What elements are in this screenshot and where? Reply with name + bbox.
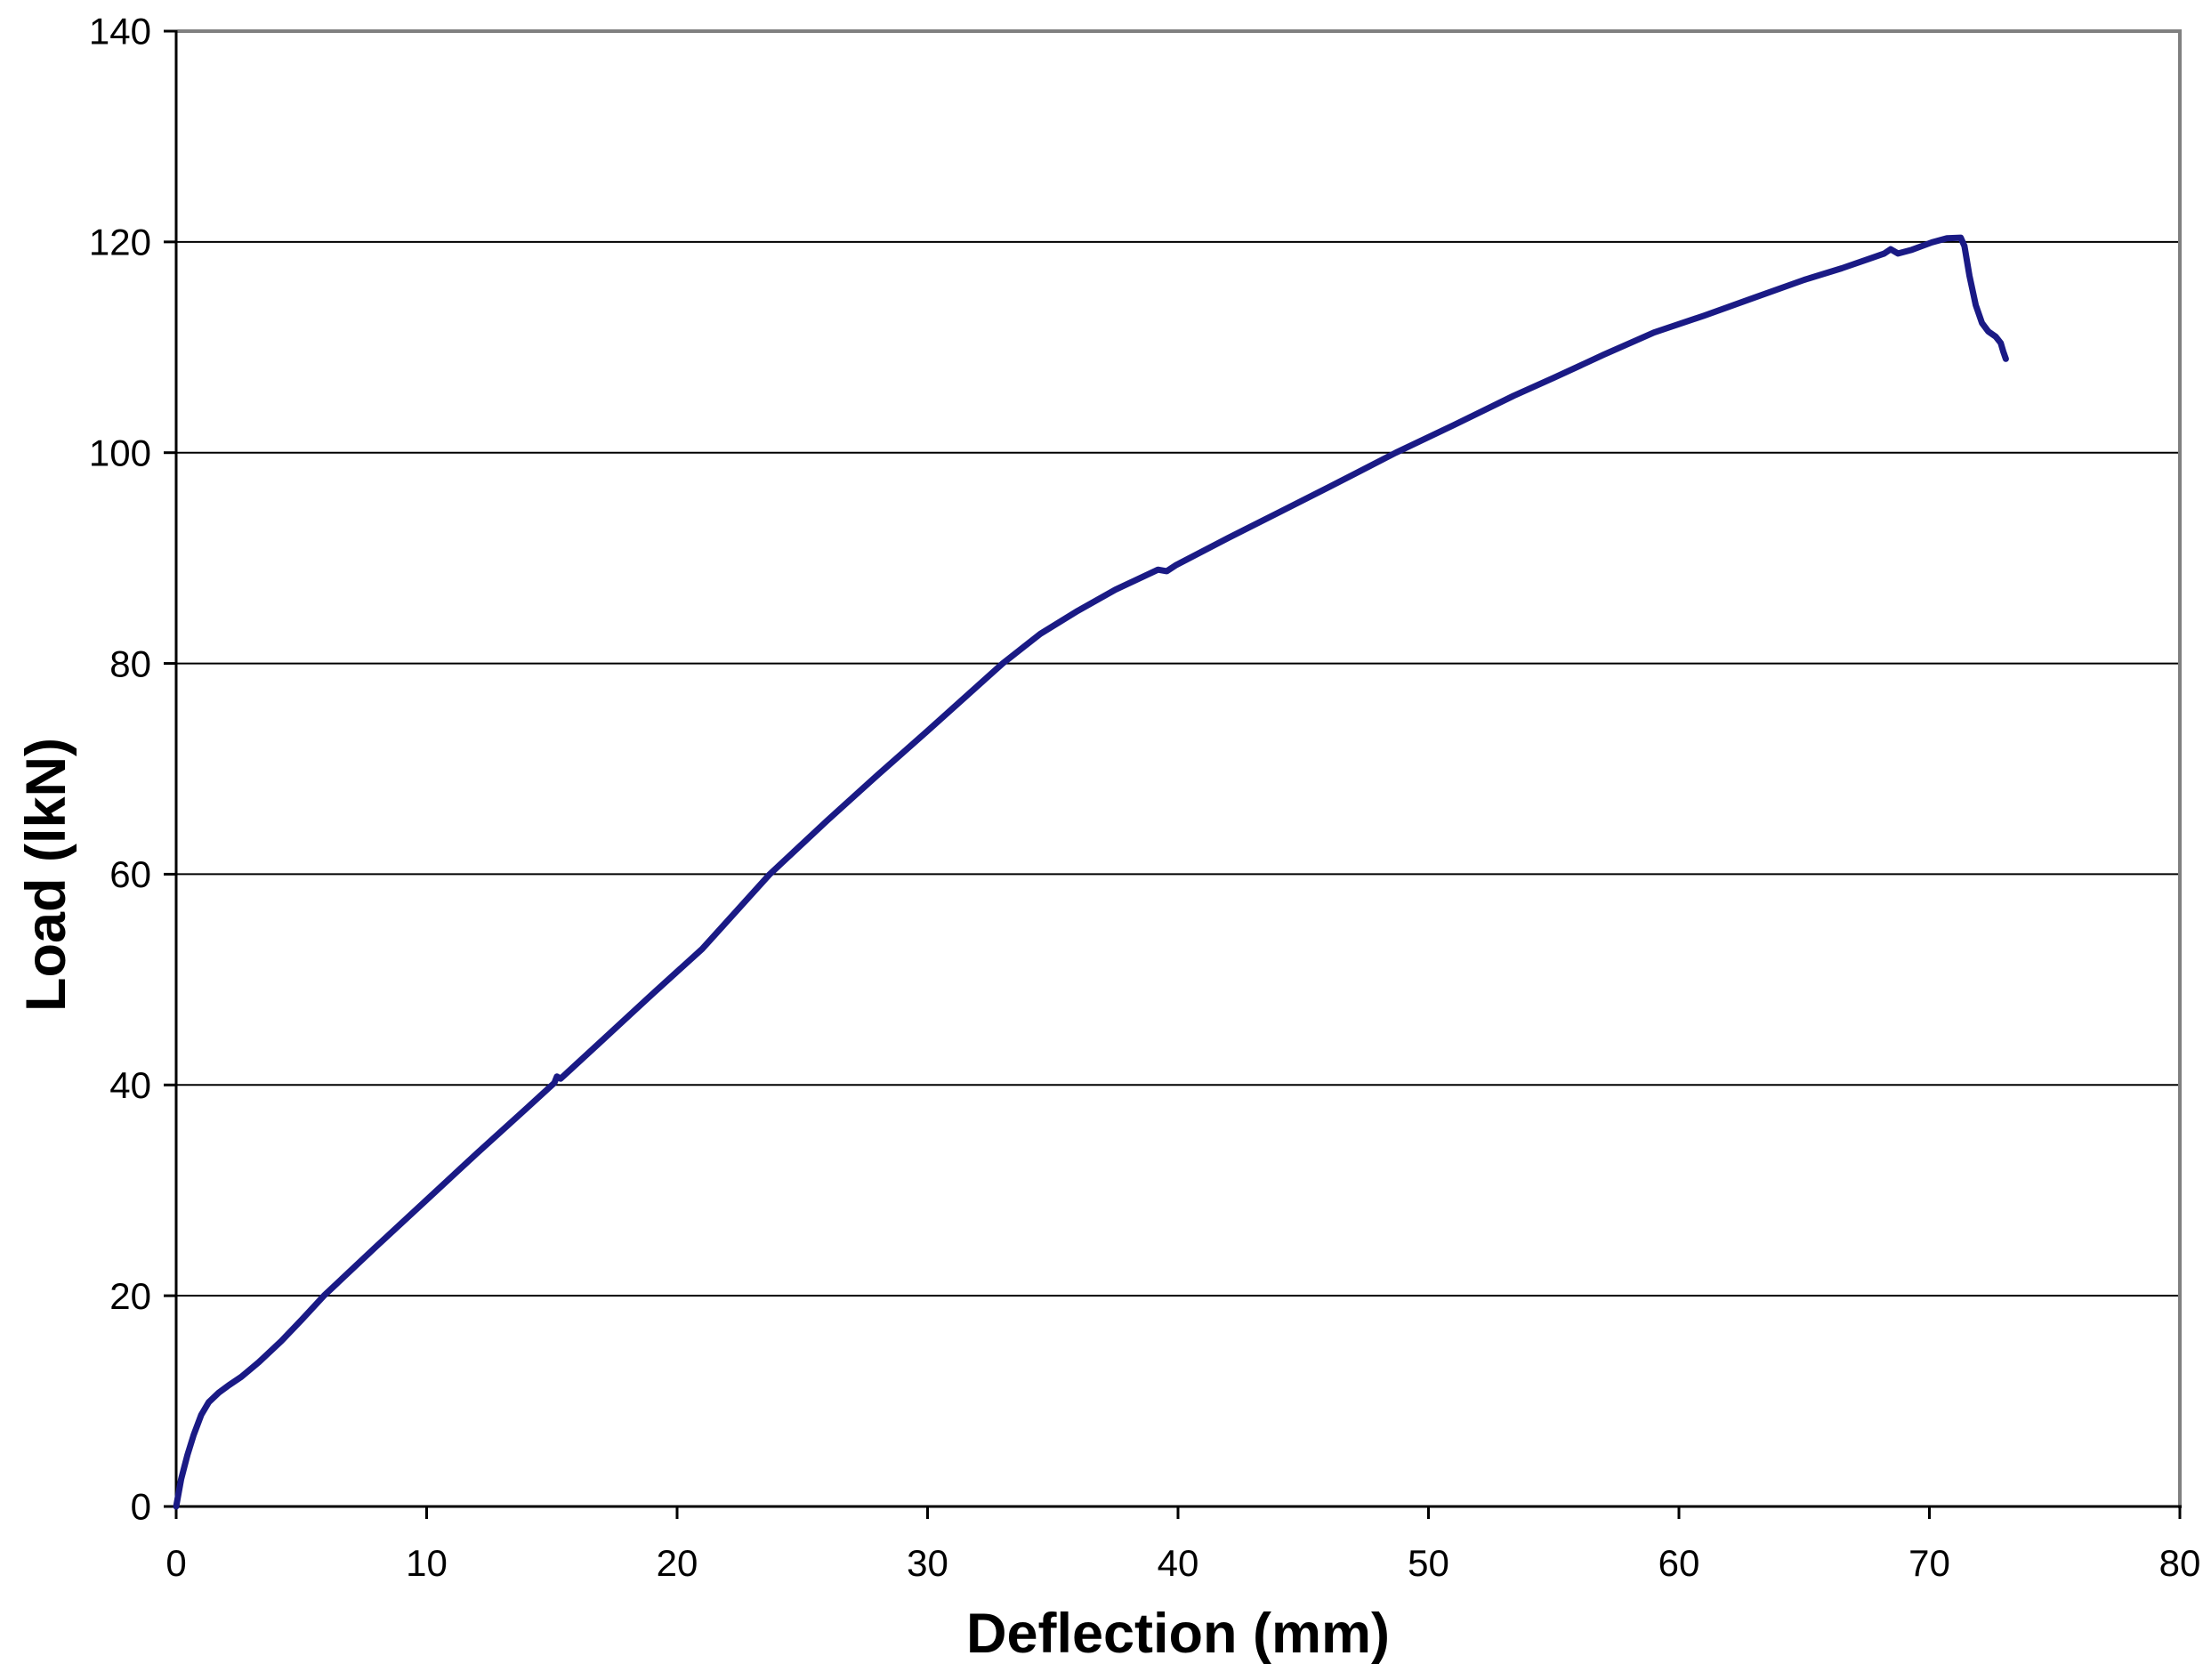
x-axis-title: Deflection (mm) — [965, 1603, 1391, 1665]
x-tick-label: 50 — [1408, 1542, 1449, 1584]
y-tick-label: 80 — [109, 642, 151, 684]
y-tick-label: 40 — [109, 1064, 151, 1106]
x-tick-label: 0 — [165, 1542, 186, 1584]
y-tick-label: 140 — [89, 11, 151, 52]
y-tick-label: 0 — [131, 1486, 151, 1528]
x-tick-label: 10 — [406, 1542, 448, 1584]
y-tick-label: 20 — [109, 1275, 151, 1317]
x-tick-label: 30 — [907, 1542, 948, 1584]
x-tick-label: 70 — [1908, 1542, 1950, 1584]
x-tick-label: 20 — [657, 1542, 698, 1584]
y-tick-label: 120 — [89, 222, 151, 263]
y-tick-label: 100 — [89, 432, 151, 473]
x-tick-label: 40 — [1158, 1542, 1199, 1584]
y-tick-label: 60 — [109, 853, 151, 895]
y-axis-title: Load (lkN) — [15, 738, 77, 1012]
series-load-deflection-curve — [173, 234, 2009, 1510]
x-tick-label: 60 — [1658, 1542, 1700, 1584]
x-tick-label: 80 — [2159, 1542, 2201, 1584]
